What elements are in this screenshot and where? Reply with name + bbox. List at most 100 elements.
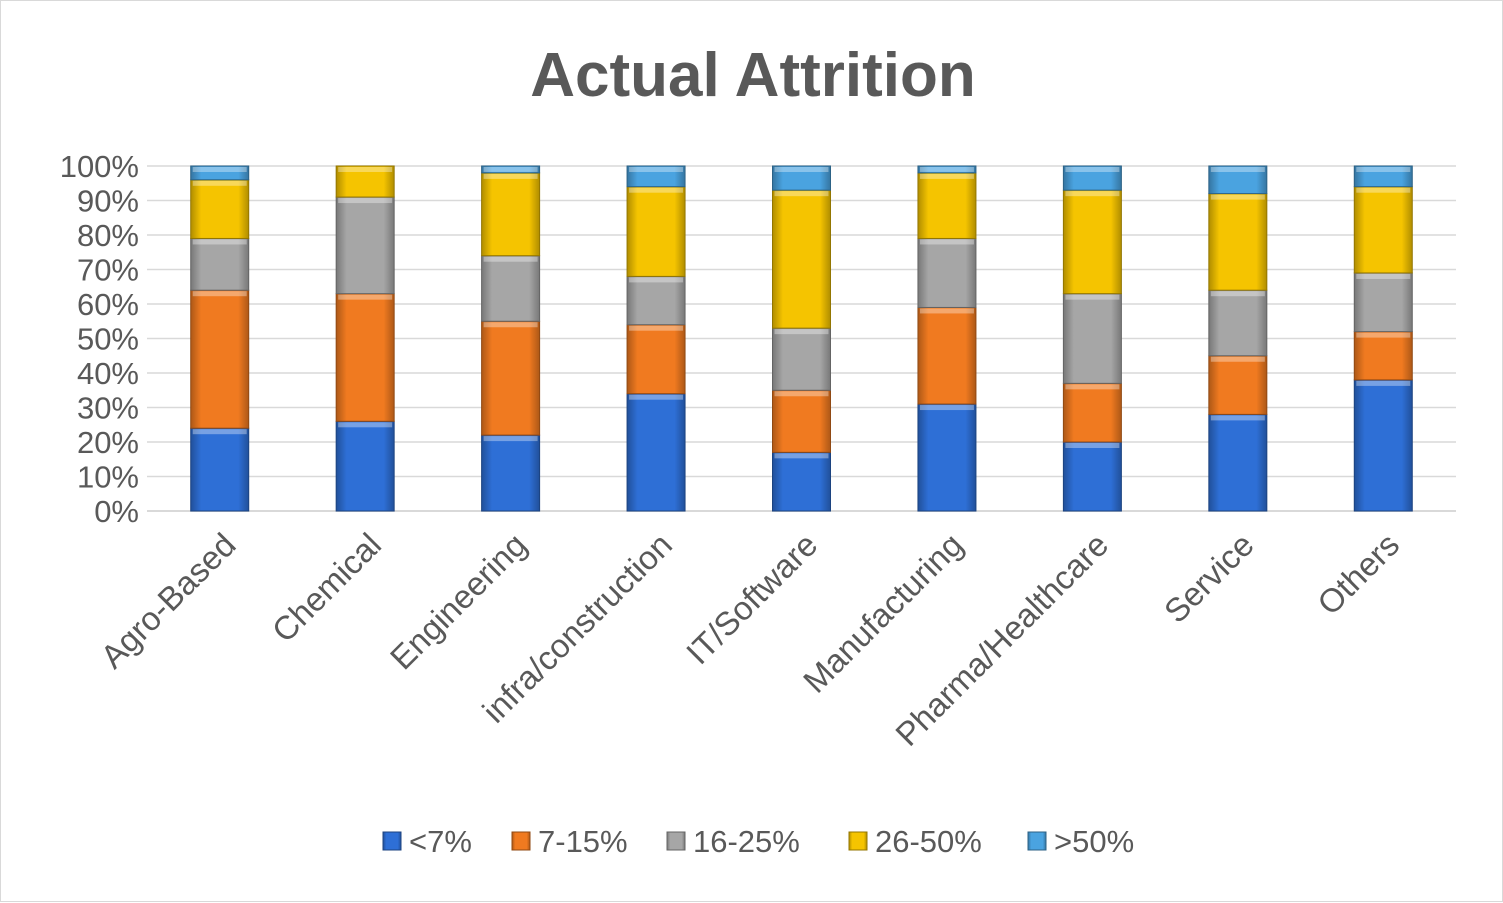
- bar-segment-highlight: [192, 291, 247, 297]
- bar-segment-highlight: [483, 436, 538, 442]
- x-category-label: Agro-Based: [93, 526, 242, 675]
- legend-swatch: [511, 831, 531, 851]
- bar-segment-highlight: [1356, 380, 1411, 386]
- legend-item: 26-50%: [848, 824, 982, 859]
- bar-segment-highlight: [919, 405, 974, 411]
- bar-segment-highlight: [483, 173, 538, 179]
- bar-segment: [917, 172, 977, 239]
- bar-segment: [335, 420, 395, 512]
- bar-segment-highlight: [1210, 415, 1265, 421]
- bar-segment-highlight: [192, 429, 247, 435]
- bar-segment: [190, 165, 250, 181]
- bars: [190, 165, 1413, 512]
- bar-segment: [190, 289, 250, 429]
- x-category-label: Others: [1310, 526, 1406, 622]
- bar-stack: [1062, 165, 1122, 512]
- x-category-label: Engineering: [383, 526, 534, 677]
- bar-segment-highlight: [338, 294, 393, 300]
- bar-segment: [1208, 289, 1268, 357]
- bar-segment: [190, 237, 250, 291]
- bar-segment: [772, 189, 831, 329]
- bar-stack: [917, 165, 977, 512]
- legend-swatch: [848, 831, 868, 851]
- bar-segment-highlight: [919, 167, 974, 172]
- bar-segment: [917, 165, 977, 174]
- bar-segment: [1208, 413, 1268, 512]
- bar-segment-highlight: [629, 167, 684, 172]
- bar-segment: [335, 293, 395, 422]
- bar-segment: [1353, 331, 1413, 381]
- bar-segment: [1353, 379, 1413, 512]
- bar-segment-highlight: [629, 277, 684, 283]
- y-tick-label: 10%: [77, 460, 139, 495]
- bar-segment-highlight: [629, 187, 684, 193]
- legend-swatch: [666, 831, 686, 851]
- x-axis-categories: Agro-Based ChemicalEngineeringinfra/const…: [93, 526, 1406, 753]
- bar-segment: [1062, 293, 1122, 384]
- bar-segment-highlight: [1065, 294, 1120, 300]
- bar-segment-highlight: [1210, 167, 1265, 172]
- bar-segment: [190, 427, 250, 512]
- bar-segment: [335, 196, 395, 295]
- bar-segment: [1353, 165, 1413, 188]
- bar-segment-highlight: [338, 167, 393, 172]
- bar-segment-highlight: [774, 453, 829, 459]
- bar-stack: [481, 165, 541, 512]
- bar-segment: [481, 434, 541, 512]
- bar-segment-highlight: [1210, 356, 1265, 362]
- bar-segment: [1062, 189, 1122, 295]
- y-tick-label: 100%: [60, 149, 139, 184]
- bar-segment: [1353, 272, 1413, 333]
- legend-item: >50%: [1027, 824, 1134, 859]
- bar-segment: [1062, 165, 1122, 191]
- bar-segment: [917, 306, 977, 405]
- y-tick-label: 40%: [77, 356, 139, 391]
- legend-swatch: [1027, 831, 1047, 851]
- legend-item: 7-15%: [511, 824, 628, 859]
- bar-segment-highlight: [1065, 443, 1120, 448]
- y-tick-label: 20%: [77, 425, 139, 460]
- bar-stack: [335, 165, 395, 512]
- bar-segment: [1353, 186, 1413, 274]
- y-tick-label: 0%: [94, 494, 139, 529]
- legend-label: 7-15%: [538, 824, 628, 859]
- bar-stack: [626, 165, 686, 512]
- bar-segment-highlight: [192, 239, 247, 245]
- y-tick-label: 60%: [77, 287, 139, 322]
- bar-segment: [1062, 441, 1122, 512]
- y-axis-ticks: 0%10%20%30%40%50%60%70%80%90%100%: [60, 149, 139, 529]
- bar-segment: [917, 237, 977, 308]
- legend-label: 26-50%: [875, 824, 982, 859]
- bar-segment-highlight: [919, 239, 974, 245]
- bar-segment: [772, 327, 831, 391]
- bar-segment: [335, 165, 395, 198]
- bar-segment-highlight: [1356, 332, 1411, 338]
- bar-segment: [626, 324, 686, 395]
- y-tick-label: 70%: [77, 253, 139, 288]
- legend-label: >50%: [1054, 824, 1134, 859]
- bar-segment-highlight: [1356, 167, 1411, 172]
- bar-segment-highlight: [483, 322, 538, 328]
- bar-segment: [772, 451, 831, 512]
- bar-segment-highlight: [1065, 167, 1120, 172]
- bar-segment-highlight: [629, 394, 684, 400]
- x-category-label: Service: [1157, 526, 1261, 630]
- y-tick-label: 30%: [77, 391, 139, 426]
- bar-segment-highlight: [338, 198, 393, 204]
- bar-segment-highlight: [192, 180, 247, 186]
- bar-segment-highlight: [338, 422, 393, 428]
- legend-label: 16-25%: [693, 824, 800, 859]
- bar-stack: [190, 165, 250, 512]
- bar-segment-highlight: [1356, 187, 1411, 193]
- bar-segment-highlight: [1065, 191, 1120, 197]
- bar-segment: [190, 179, 250, 239]
- x-category-label: IT/Software: [679, 526, 824, 671]
- bar-segment: [481, 255, 541, 322]
- bar-segment: [626, 165, 686, 188]
- bar-segment: [1208, 193, 1268, 291]
- y-tick-label: 50%: [77, 322, 139, 357]
- y-tick-label: 80%: [77, 218, 139, 253]
- x-category-label: Chemical: [265, 526, 388, 649]
- bar-segment-highlight: [629, 325, 684, 331]
